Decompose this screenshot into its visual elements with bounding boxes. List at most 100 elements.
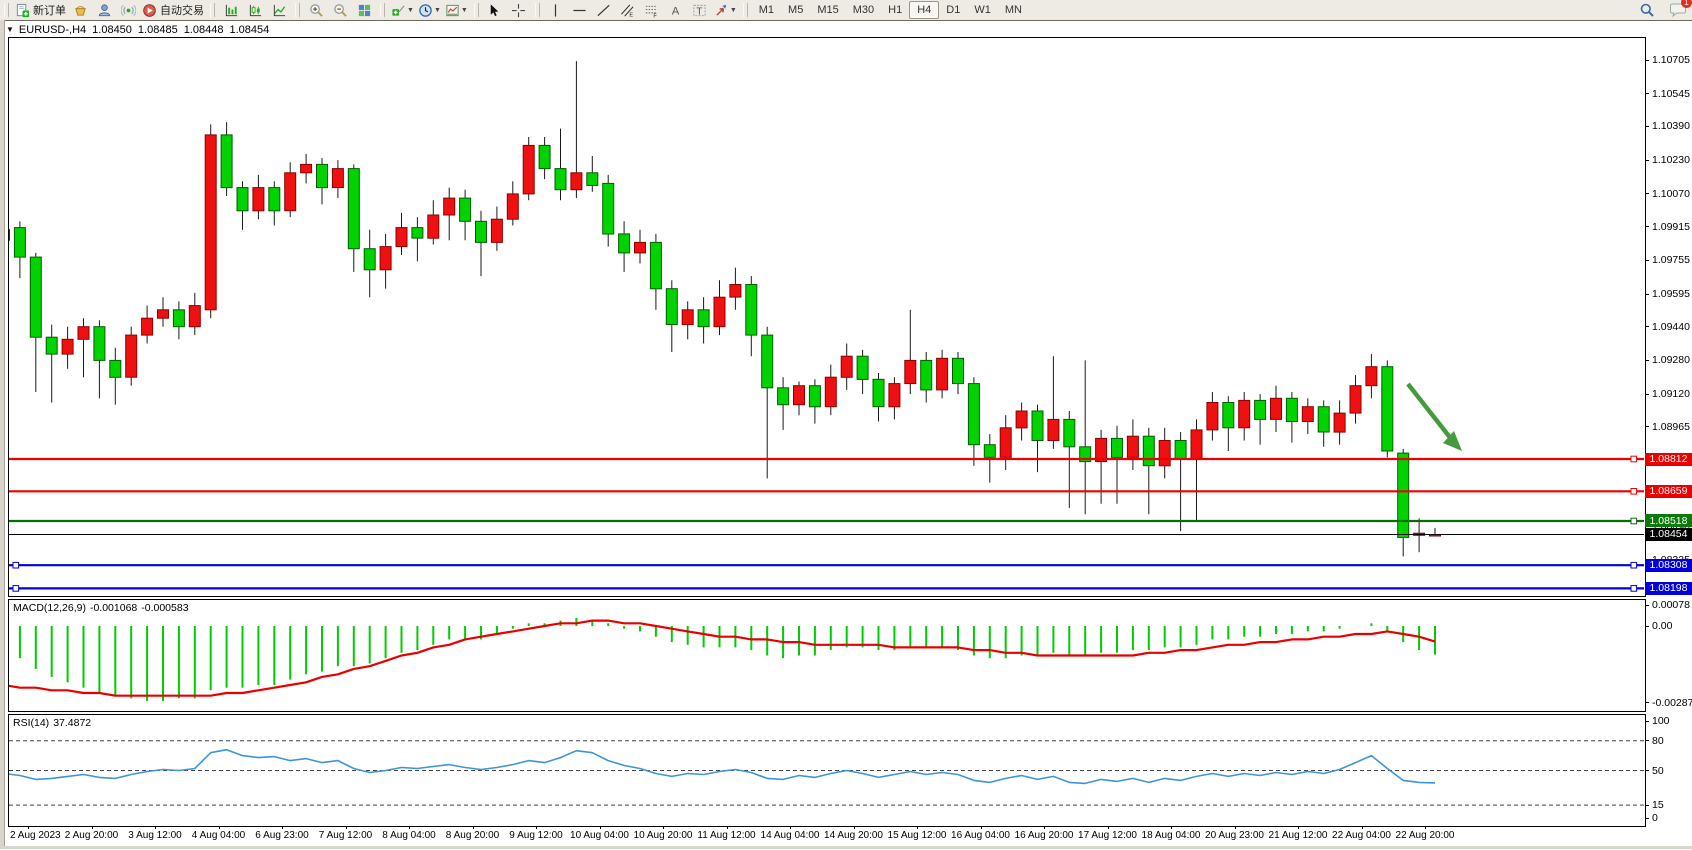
auto-trading-button[interactable]: 自动交易 bbox=[140, 1, 206, 19]
signals-button[interactable] bbox=[116, 1, 140, 19]
hline-1.08308[interactable] bbox=[9, 561, 1644, 569]
timeframe-button-h1[interactable]: H1 bbox=[888, 4, 903, 16]
hline-1.08518[interactable] bbox=[9, 517, 1644, 525]
time-axis: 2 Aug 2023 2 Aug 20:00 3 Aug 12:00 4 Aug 04… bbox=[8, 826, 1644, 846]
down-arrow-annotation[interactable] bbox=[1406, 382, 1462, 451]
toolbar-grip bbox=[473, 3, 479, 17]
cursor-tool-button[interactable] bbox=[483, 1, 507, 19]
line-handle[interactable] bbox=[1630, 517, 1638, 525]
time-axis-tick bbox=[409, 826, 410, 829]
time-axis-label: 4 Aug 04:00 bbox=[191, 830, 246, 841]
tile-windows-button[interactable] bbox=[352, 1, 376, 19]
time-axis-label: 21 Aug 12:00 bbox=[1268, 830, 1328, 841]
time-axis-label: 16 Aug 20:00 bbox=[1014, 830, 1074, 841]
time-axis-label: 14 Aug 04:00 bbox=[760, 830, 820, 841]
arrows-tool-icon bbox=[714, 3, 729, 18]
time-axis-tick bbox=[1107, 826, 1109, 829]
timeframe-button-m1[interactable]: M1 bbox=[758, 4, 775, 16]
equidistant-channel-tool-button[interactable]: E bbox=[616, 1, 640, 19]
hline-1.08659[interactable] bbox=[9, 488, 1644, 495]
toolbar-grip bbox=[742, 3, 748, 17]
time-axis-tick bbox=[282, 826, 283, 829]
time-axis-tick bbox=[1234, 826, 1236, 829]
rsi-axis-label: 0 bbox=[1645, 812, 1658, 824]
templates-button[interactable]: ▼ bbox=[443, 1, 470, 19]
time-axis-tick bbox=[1361, 826, 1363, 829]
line-handle[interactable] bbox=[1630, 585, 1638, 592]
time-axis-label: 14 Aug 20:00 bbox=[824, 830, 883, 841]
timeframe-button-m5[interactable]: M5 bbox=[788, 4, 804, 16]
zoom-in-button[interactable] bbox=[304, 1, 328, 19]
fibonacci-tool-button[interactable]: F bbox=[640, 1, 664, 19]
search-button[interactable] bbox=[1635, 1, 1659, 19]
time-axis-tick bbox=[980, 826, 982, 829]
collapse-triangle-icon[interactable]: ▼ bbox=[6, 25, 14, 34]
vertical-line-icon bbox=[548, 3, 563, 18]
price-tag-1.08812: 1.08812 bbox=[1645, 452, 1692, 466]
text-label-tool-button[interactable]: T bbox=[688, 1, 712, 19]
macd-pane[interactable]: MACD(12,26,9) -0.001068 -0.000583 bbox=[8, 599, 1646, 712]
time-axis-label: 15 Aug 12:00 bbox=[887, 830, 947, 841]
crosshair-tool-button[interactable] bbox=[507, 1, 531, 19]
styler-button[interactable] bbox=[68, 1, 92, 19]
timeframe-button-m30[interactable]: M30 bbox=[852, 4, 875, 16]
time-axis-label: 9 Aug 12:00 bbox=[509, 830, 563, 841]
notifications-button[interactable]: 1 bbox=[1669, 0, 1692, 20]
hline-1.08812[interactable] bbox=[9, 455, 1644, 463]
timeframe-button-h4[interactable]: H4 bbox=[909, 1, 940, 19]
trendline-tool-button[interactable] bbox=[592, 1, 616, 19]
line-handle[interactable] bbox=[1630, 455, 1638, 463]
horizontal-line-icon bbox=[572, 3, 587, 18]
hline-1.08198[interactable] bbox=[9, 585, 1644, 592]
time-axis-label: 22 Aug 04:00 bbox=[1332, 830, 1391, 841]
line-handle[interactable] bbox=[12, 561, 20, 569]
top-toolbar: 新订单 自动交易 bbox=[0, 0, 1692, 21]
auto-trading-icon bbox=[142, 3, 157, 18]
new-order-button[interactable]: 新订单 bbox=[13, 1, 68, 19]
time-axis-tick bbox=[472, 826, 474, 829]
timeframe-button-d1[interactable]: D1 bbox=[946, 4, 961, 16]
toolbar-grip bbox=[4, 3, 9, 17]
line-handle[interactable] bbox=[12, 585, 20, 592]
bar-chart-icon bbox=[224, 3, 239, 18]
rsi-svg bbox=[9, 740, 1644, 806]
price-axis-label: 1.08965 bbox=[1645, 421, 1690, 433]
line-handle[interactable] bbox=[1630, 561, 1638, 569]
bar-chart-type-button[interactable] bbox=[219, 1, 243, 19]
price-axis-label: 1.10230 bbox=[1645, 154, 1690, 166]
line-chart-type-button[interactable] bbox=[267, 1, 291, 19]
add-indicator-button[interactable]: ▼ bbox=[389, 1, 416, 19]
time-axis-label: 10 Aug 20:00 bbox=[633, 830, 693, 841]
periods-button[interactable]: ▼ bbox=[416, 1, 443, 19]
periods-clock-icon bbox=[418, 3, 433, 18]
toolbar-grip bbox=[210, 3, 215, 17]
vertical-line-tool-button[interactable] bbox=[544, 1, 568, 19]
macd-axis-label: 0.00 bbox=[1645, 620, 1672, 632]
rsi-pane[interactable]: RSI(14) 37.4872 bbox=[8, 714, 1646, 827]
time-axis-label: 3 Aug 12:00 bbox=[128, 830, 182, 841]
price-chart-pane[interactable] bbox=[8, 37, 1646, 597]
crosshair-icon bbox=[511, 3, 526, 18]
zoom-out-button[interactable] bbox=[328, 1, 352, 19]
timeframe-button-m15[interactable]: M15 bbox=[817, 4, 839, 16]
trendline-icon bbox=[596, 3, 611, 18]
line-handle[interactable] bbox=[1630, 488, 1638, 495]
timeframe-button-mn[interactable]: MN bbox=[1004, 4, 1022, 16]
window-left-edge bbox=[0, 20, 5, 849]
horizontal-line-tool-button[interactable] bbox=[568, 1, 592, 19]
zoom-in-icon bbox=[309, 3, 324, 18]
candle-chart-type-button[interactable] bbox=[243, 1, 267, 19]
price-tag-1.08518: 1.08518 bbox=[1645, 514, 1692, 528]
time-axis-label: 17 Aug 12:00 bbox=[1078, 830, 1137, 841]
profile-button[interactable] bbox=[92, 1, 116, 19]
macd-signal-line bbox=[9, 619, 1436, 697]
price-axis: 1.10705 1.10545 1.10390 1.10230 1.10070 1.099… bbox=[1645, 37, 1692, 827]
arrows-tool-button[interactable]: ▼ bbox=[712, 1, 739, 19]
toolbar-grip bbox=[380, 3, 385, 17]
ohlc-close: 1.08454 bbox=[229, 23, 270, 36]
price-axis-label: 1.10390 bbox=[1645, 120, 1690, 132]
timeframe-button-w1[interactable]: W1 bbox=[974, 4, 991, 16]
text-tool-button[interactable]: A bbox=[664, 1, 688, 19]
chevron-down-icon: ▼ bbox=[460, 6, 468, 14]
